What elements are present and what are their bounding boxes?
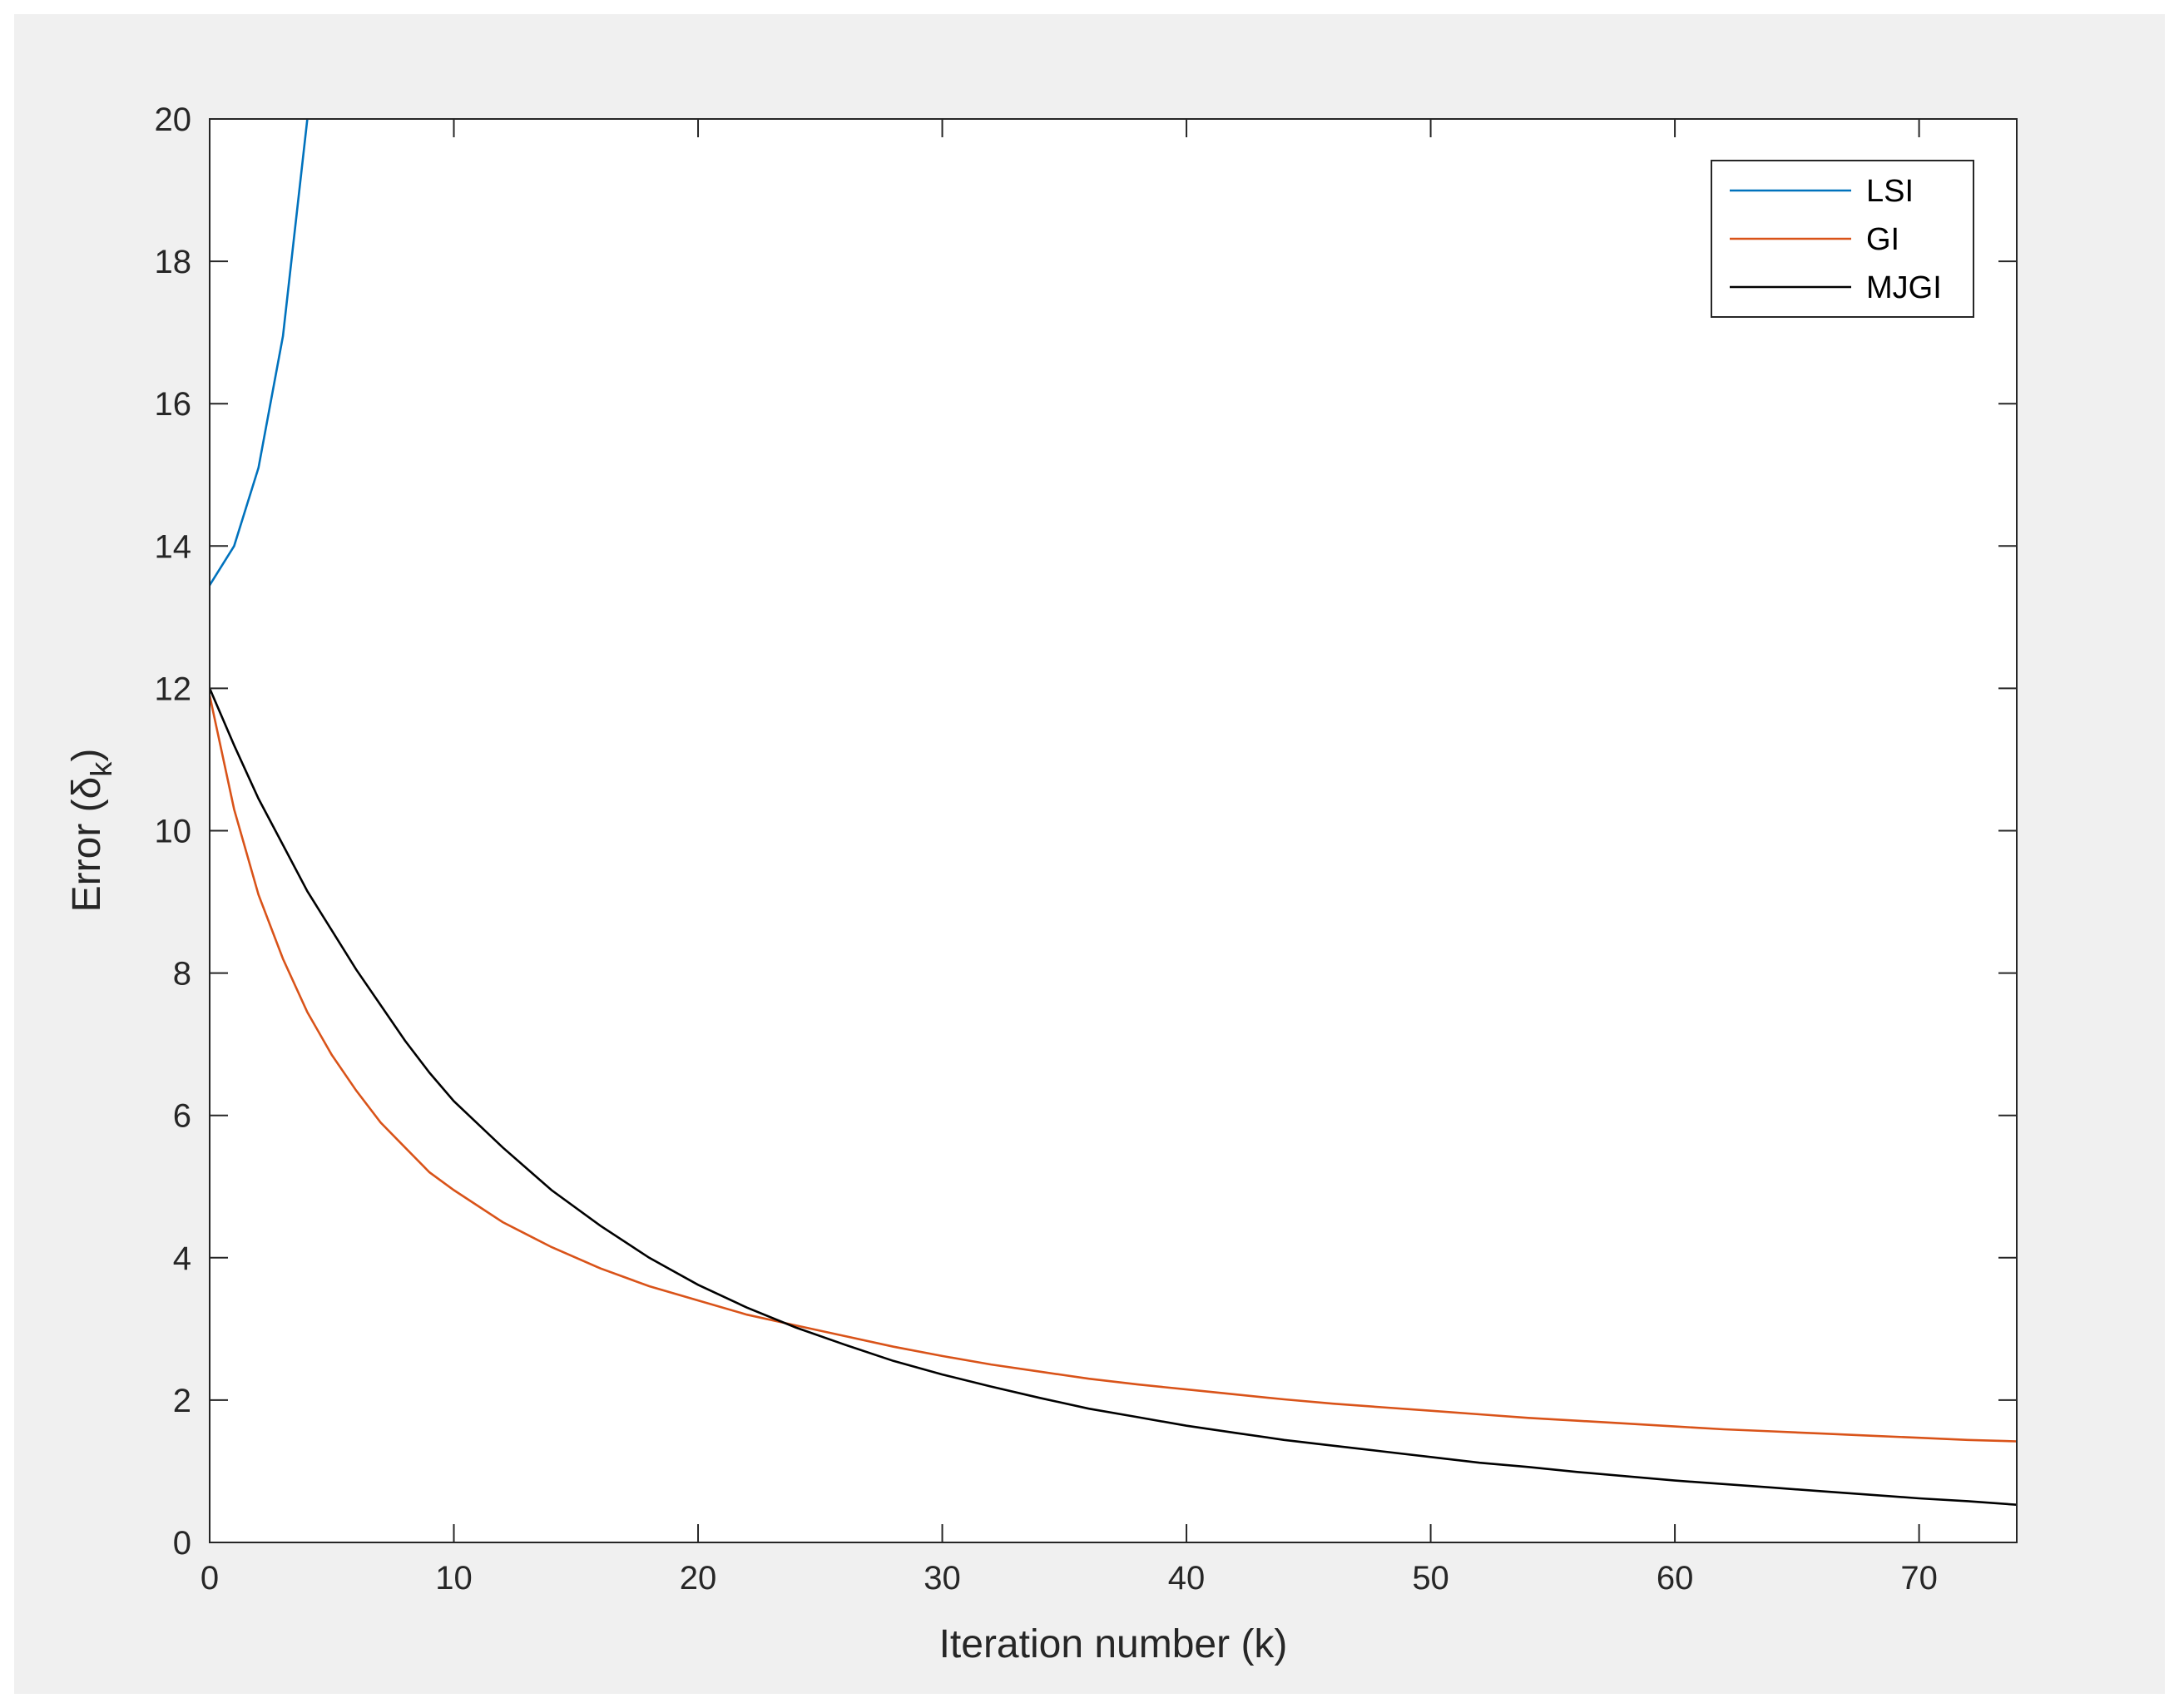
- x-tick-label: 60: [1657, 1560, 1694, 1597]
- y-tick-label: 20: [155, 101, 192, 138]
- y-tick-label: 0: [173, 1525, 191, 1562]
- y-tick-label: 10: [155, 814, 192, 850]
- legend-label-lsi: LSI: [1866, 174, 1914, 209]
- y-tick-label: 12: [155, 671, 192, 707]
- x-tick-label: 70: [1900, 1560, 1938, 1597]
- y-tick-label: 14: [155, 528, 192, 565]
- y-tick-label: 8: [173, 956, 191, 993]
- y-axis-label-subscript: k: [84, 761, 118, 777]
- y-tick-label: 6: [173, 1098, 191, 1135]
- x-tick-label: 40: [1168, 1560, 1206, 1597]
- y-axis-label: Error (δk): [65, 749, 118, 913]
- plot-area: [210, 119, 2017, 1542]
- y-tick-label: 16: [155, 386, 192, 423]
- series-line-gi: [210, 695, 2017, 1443]
- x-tick-label: 50: [1412, 1560, 1449, 1597]
- x-axis-label: Iteration number (k): [939, 1622, 1288, 1666]
- x-tick-label: 0: [201, 1560, 219, 1597]
- series-line-mjgi: [210, 687, 2017, 1506]
- legend-label-gi: GI: [1866, 222, 1899, 257]
- x-tick-label: 10: [435, 1560, 473, 1597]
- x-tick-label: 20: [680, 1560, 717, 1597]
- y-tick-label: 2: [173, 1383, 191, 1419]
- series-layer: [210, 119, 2017, 1506]
- legend-label-mjgi: MJGI: [1866, 270, 1942, 305]
- legend[interactable]: LSI GI MJGI: [1711, 160, 1974, 318]
- y-tick-label: 4: [173, 1240, 191, 1277]
- series-line-lsi: [210, 119, 309, 587]
- ticks-layer: 0 10 20 30 40 50 60 70 0 2 4 6 8 10 12 14 16 18 20: [155, 101, 2017, 1597]
- x-tick-label: 30: [924, 1560, 961, 1597]
- y-tick-label: 18: [155, 244, 192, 280]
